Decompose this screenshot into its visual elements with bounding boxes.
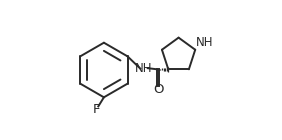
Text: F: F [93,103,100,116]
Text: NH: NH [135,62,153,75]
Text: O: O [153,83,164,96]
Text: NH: NH [196,36,213,49]
